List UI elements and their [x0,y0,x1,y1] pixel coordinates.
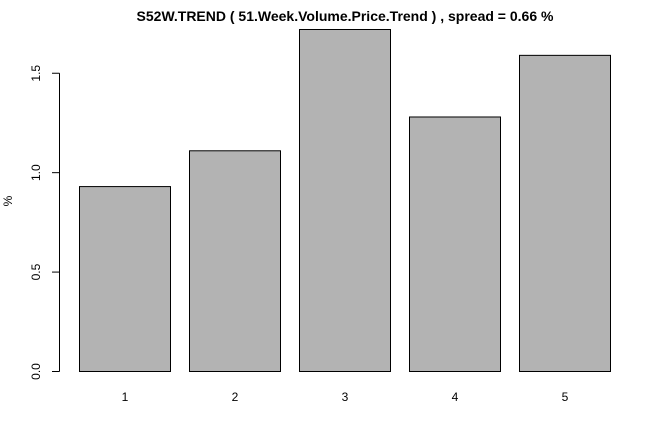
x-tick-label-1: 1 [122,390,129,404]
y-axis: 0.0 0.5 1.0 1.5 [29,65,60,380]
x-tick-label-5: 5 [562,390,569,404]
bar-1 [79,186,171,372]
y-tick-label-1.5: 1.5 [29,65,43,82]
bar-4 [409,116,501,372]
x-tick-label-3: 3 [342,390,349,404]
y-tick-label-0.0: 0.0 [29,363,43,380]
bar-5 [519,54,611,372]
bars-group [79,29,611,372]
y-tick-label-0.5: 0.5 [29,263,43,280]
y-axis-label: % [1,195,15,206]
chart-title: S52W.TREND ( 51.Week.Volume.Price.Trend … [137,8,554,24]
x-tick-label-4: 4 [452,390,459,404]
bar-3 [299,29,391,372]
bar-2 [189,150,281,372]
y-tick-label-1.0: 1.0 [29,164,43,181]
x-tick-labels: 1 2 3 4 5 [122,390,569,404]
x-tick-label-2: 2 [232,390,239,404]
